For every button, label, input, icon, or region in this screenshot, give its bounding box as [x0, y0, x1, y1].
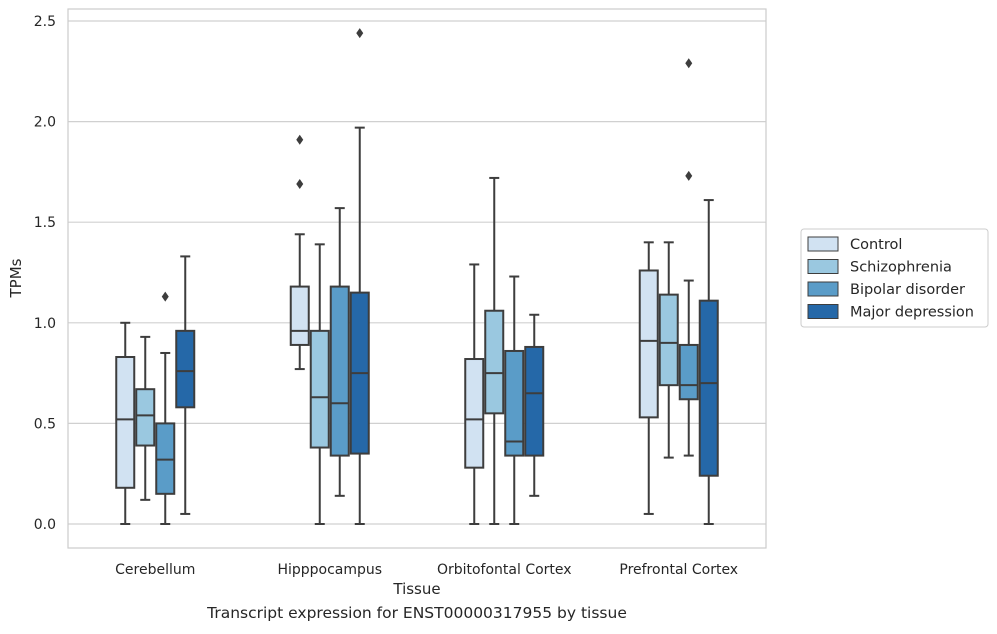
- y-axis-label: TPMs: [7, 258, 25, 298]
- legend: Control Schizophrenia Bipolar disorder Majo…: [800, 228, 989, 328]
- box-iqr: [289, 285, 310, 346]
- y-tick-label: 0.5: [34, 416, 56, 432]
- box-major-depression: [349, 28, 370, 525]
- x-tick-label: Prefrontal Cortex: [619, 562, 738, 578]
- y-tick-label: 2.5: [34, 14, 56, 30]
- boxes: [115, 28, 719, 525]
- legend-swatch: [807, 236, 839, 252]
- y-tick-label: 1.5: [34, 215, 56, 231]
- box-iqr: [115, 356, 136, 489]
- outlier-point: [685, 58, 693, 69]
- x-tick-label: Cerebellum: [115, 562, 195, 578]
- legend-swatch: [807, 281, 839, 297]
- legend-swatch: [807, 304, 839, 319]
- box-bipolar-disorder: [678, 58, 699, 457]
- box-control: [638, 241, 659, 515]
- outlier-point: [161, 291, 169, 302]
- box-bipolar-disorder: [329, 207, 350, 497]
- box-iqr: [135, 388, 156, 447]
- legend-frame: [800, 228, 989, 328]
- outlier-point: [296, 178, 304, 189]
- box-iqr: [309, 329, 330, 449]
- y-tick-label: 1.0: [34, 316, 56, 332]
- x-axis-ticks: Cerebellum Hipppocampus Orbitofontal Corte…: [115, 562, 738, 578]
- box-iqr: [638, 269, 659, 419]
- legend-label: Major depression: [850, 305, 974, 321]
- box-iqr: [698, 299, 719, 477]
- box-schizophrenia: [484, 176, 505, 525]
- box-iqr: [155, 422, 176, 495]
- box-iqr: [484, 309, 505, 415]
- box-iqr: [329, 285, 350, 457]
- legend-swatch: [807, 259, 839, 274]
- box-schizophrenia: [658, 241, 679, 459]
- box-iqr: [464, 358, 485, 469]
- legend-label: Control: [850, 237, 902, 253]
- box-major-depression: [175, 255, 196, 515]
- box-schizophrenia: [309, 243, 330, 525]
- box-iqr: [175, 329, 196, 409]
- x-tick-label: Hipppocampus: [277, 562, 382, 578]
- box-iqr: [524, 345, 545, 457]
- box-bipolar-disorder: [155, 291, 176, 525]
- box-major-depression: [524, 313, 545, 497]
- figure-caption: Transcript expression for ENST0000031795…: [207, 604, 627, 622]
- x-axis-label: Tissue: [392, 580, 440, 598]
- box-major-depression: [698, 199, 719, 525]
- box-control: [115, 321, 136, 525]
- x-tick-label: Orbitofontal Cortex: [437, 562, 572, 578]
- box-iqr: [658, 293, 679, 387]
- legend-label: Bipolar disorder: [850, 282, 965, 298]
- y-tick-label: 0.0: [34, 517, 56, 533]
- outlier-point: [685, 170, 693, 181]
- box-bipolar-disorder: [504, 275, 525, 525]
- box-control: [464, 263, 485, 525]
- box-control: [289, 134, 310, 371]
- outlier-point: [296, 134, 304, 145]
- box-iqr: [504, 349, 525, 457]
- box-schizophrenia: [135, 335, 156, 501]
- y-tick-label: 2.0: [34, 115, 56, 131]
- legend-label: Schizophrenia: [850, 260, 952, 276]
- y-axis-ticks: 0.0 0.5 1.0 1.5 2.0 2.5: [34, 14, 56, 533]
- plot-area-frame: [67, 8, 767, 549]
- outlier-point: [356, 28, 364, 39]
- box-iqr: [678, 343, 699, 401]
